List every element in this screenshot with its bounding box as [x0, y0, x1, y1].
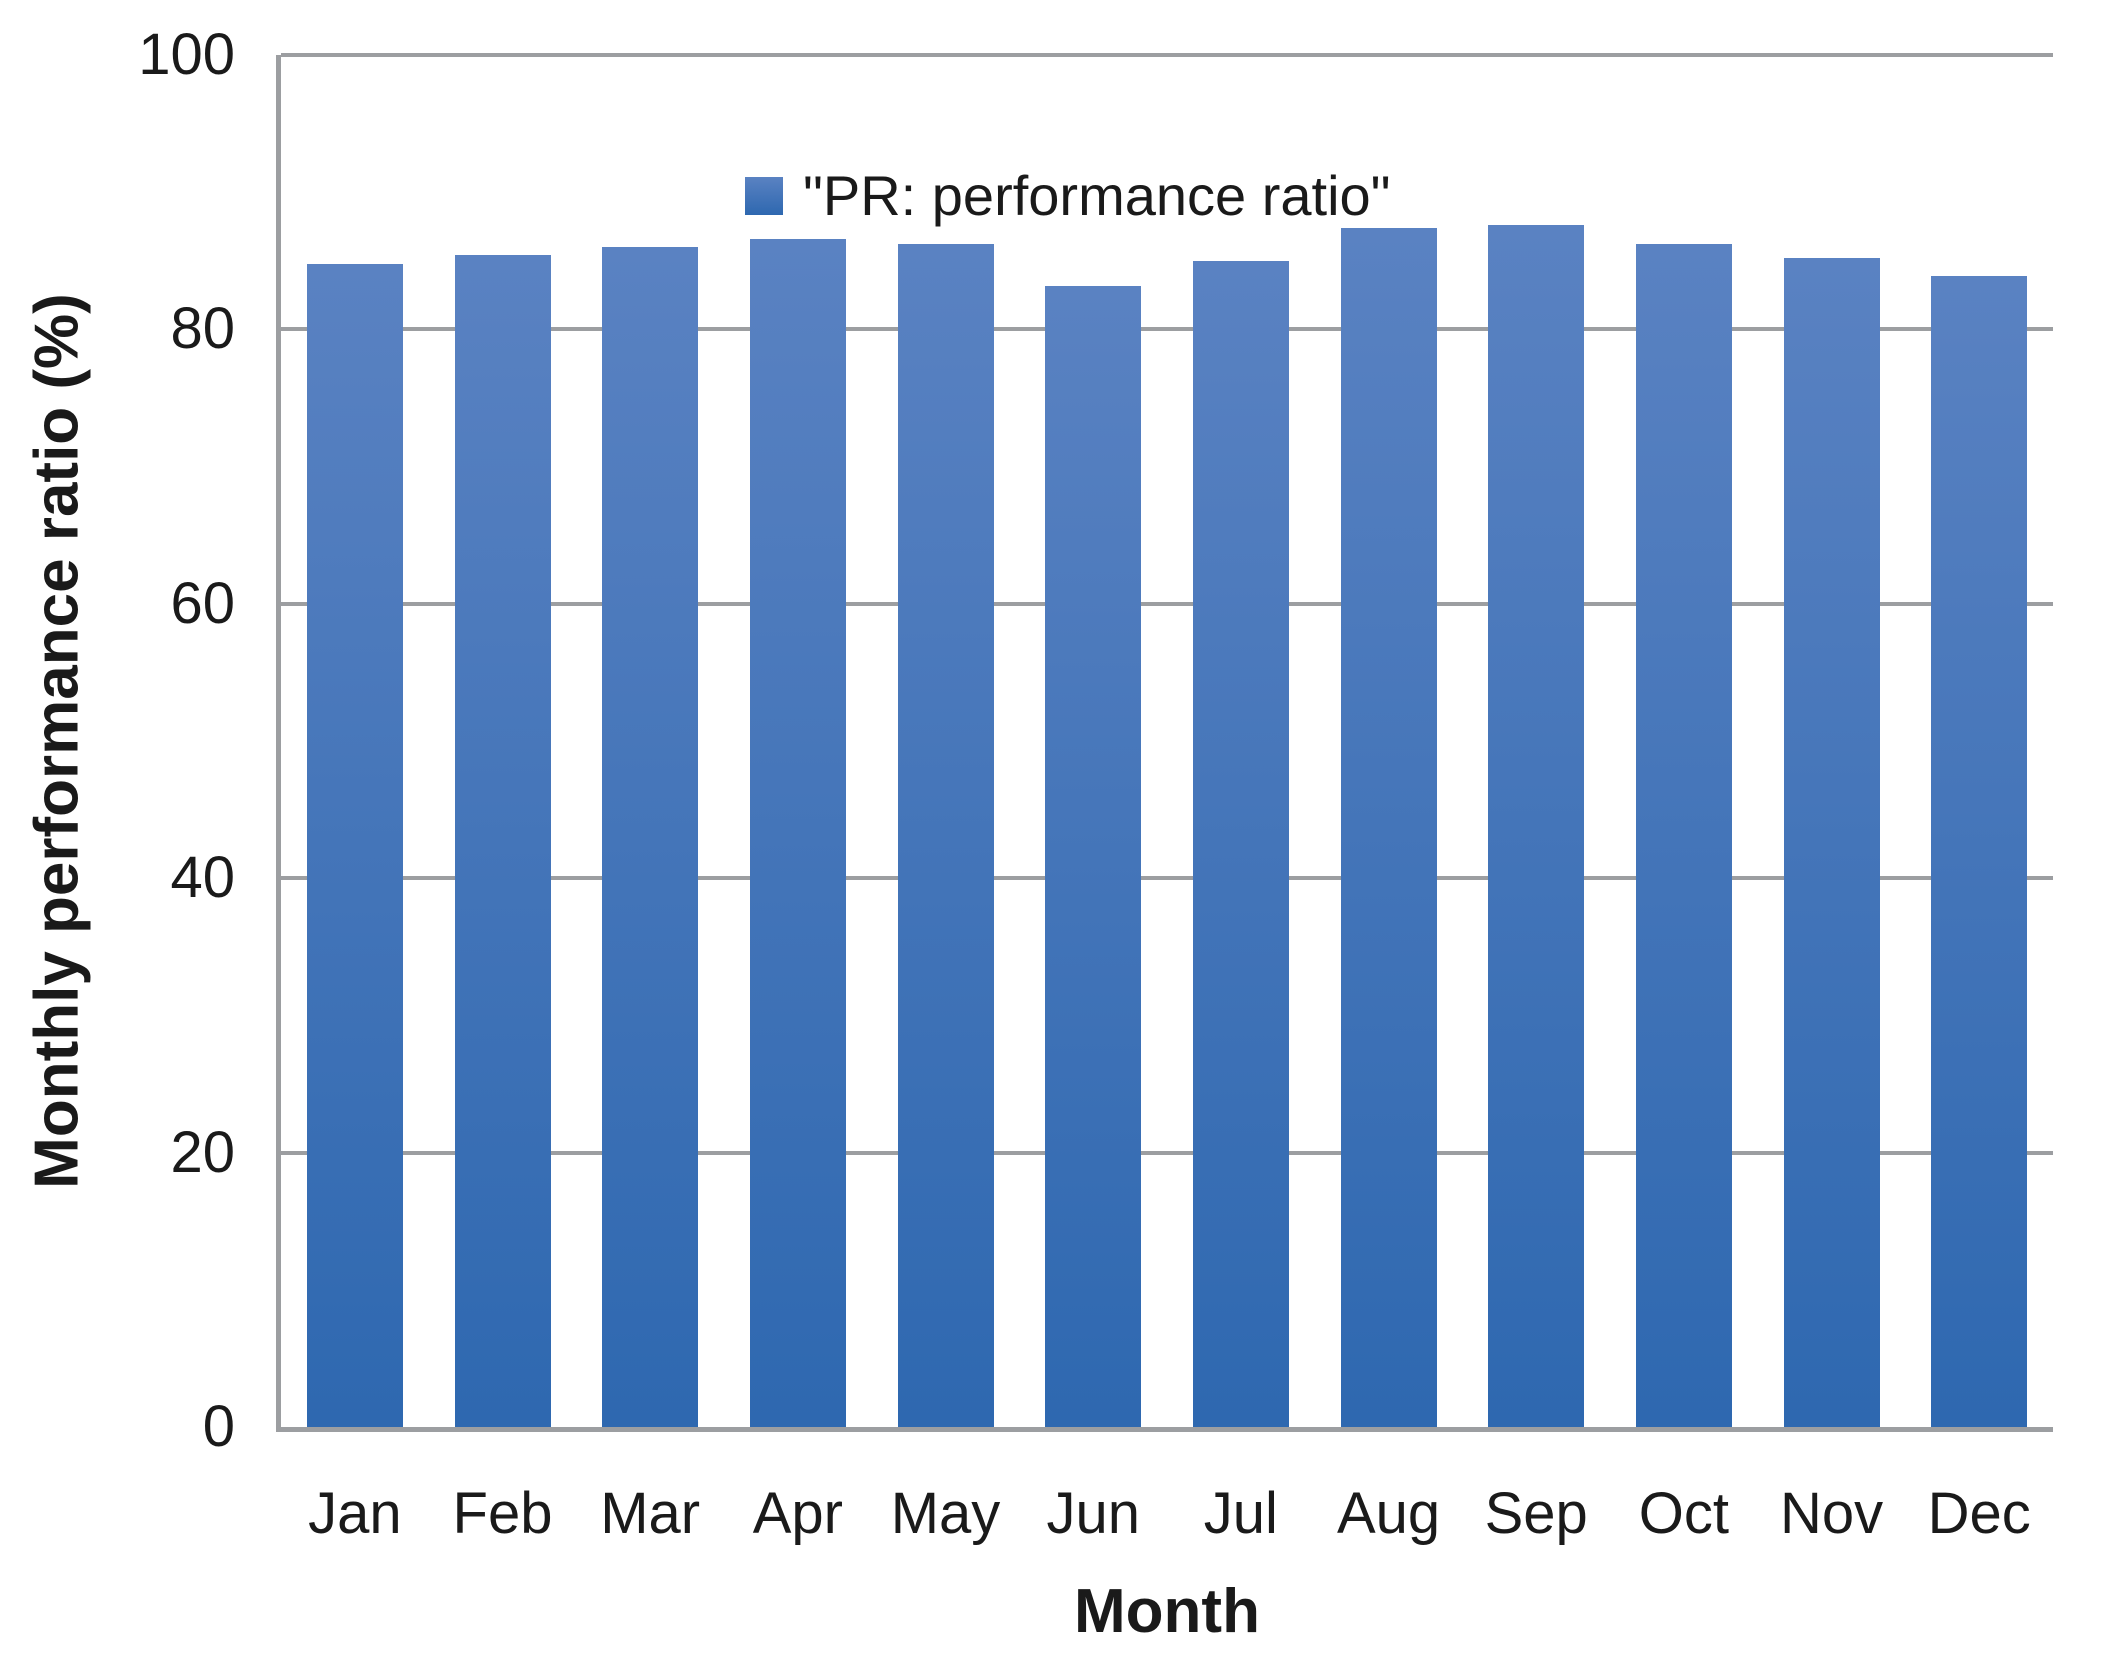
x-tick-label-jan: Jan	[308, 1481, 402, 1546]
x-tick-label-nov: Nov	[1779, 1481, 1884, 1546]
x-tick-label-oct: Oct	[1638, 1481, 1729, 1546]
x-tick-label-dec: Dec	[1927, 1481, 2031, 1546]
x-tick-label-may: May	[890, 1481, 1001, 1546]
bar-aug	[1340, 227, 1437, 1427]
bar-slot-feb	[429, 55, 577, 1427]
x-tick-label-apr: Apr	[752, 1481, 843, 1546]
gridline-40	[281, 876, 2053, 881]
bar-series	[281, 55, 2053, 1427]
gridline-100	[281, 53, 2053, 57]
x-axis-title: Month	[1074, 1577, 1260, 1646]
y-axis-title: Monthly performance ratio (%)	[22, 293, 92, 1189]
x-tick-label-sep: Sep	[1484, 1481, 1588, 1546]
gridline-80	[281, 327, 2053, 332]
bar-slot-aug	[1315, 55, 1463, 1427]
bar-slot-jun	[1019, 55, 1167, 1427]
y-tick-label-40: 40	[170, 845, 235, 911]
gridline-60	[281, 601, 2053, 606]
bar-slot-jul	[1167, 55, 1315, 1427]
x-tick-label-jul: Jul	[1203, 1481, 1278, 1546]
y-tick-label-20: 20	[170, 1119, 235, 1185]
x-tick-label-mar: Mar	[600, 1481, 701, 1546]
x-axis-tick-labels: Jan Feb Mar Apr May Jun Jul Aug Sep Oct Nov Dec	[281, 1483, 2053, 1545]
y-tick-label-100: 100	[138, 22, 235, 87]
bar-slot-sep	[1462, 55, 1610, 1427]
bar-jun	[1045, 285, 1142, 1427]
y-tick-label-0: 0	[202, 1394, 235, 1459]
bar-sep	[1488, 225, 1585, 1427]
bar-feb	[454, 255, 551, 1427]
x-tick-label-aug: Aug	[1336, 1481, 1441, 1546]
plot-area: "PR: performance ratio"	[276, 53, 2053, 1432]
legend: "PR: performance ratio"	[745, 167, 1391, 225]
bar-nov	[1783, 258, 1880, 1427]
bar-slot-jan	[281, 55, 429, 1427]
x-tick-label-jun: Jun	[1046, 1481, 1140, 1546]
gridline-20	[281, 1150, 2053, 1155]
bar-slot-may	[872, 55, 1020, 1427]
y-tick-label-80: 80	[170, 296, 235, 362]
y-tick-label-60: 60	[170, 570, 235, 636]
bar-slot-mar	[576, 55, 724, 1427]
bar-slot-dec	[1905, 55, 2053, 1427]
bar-slot-oct	[1610, 55, 1758, 1427]
bar-mar	[602, 247, 699, 1427]
bar-jul	[1192, 260, 1289, 1427]
bar-jan	[306, 263, 403, 1427]
legend-swatch	[745, 177, 783, 215]
bar-oct	[1635, 244, 1732, 1427]
bar-slot-apr	[724, 55, 872, 1427]
bar-slot-nov	[1758, 55, 1906, 1427]
bar-may	[897, 244, 994, 1427]
legend-label: "PR: performance ratio"	[803, 164, 1391, 227]
x-tick-label-feb: Feb	[452, 1481, 553, 1546]
bar-dec	[1931, 275, 2028, 1427]
bar-apr	[749, 238, 846, 1427]
